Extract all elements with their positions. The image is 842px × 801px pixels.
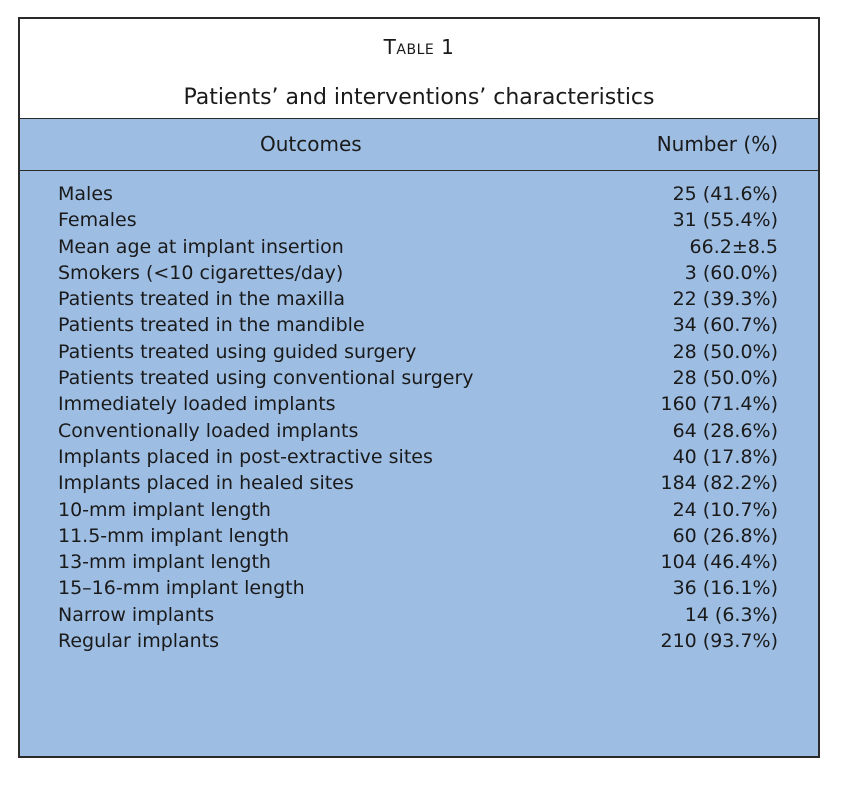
row-outcome-label: Patients treated in the maxilla bbox=[58, 288, 345, 311]
table-row: Narrow implants 14 (6.3%) bbox=[20, 604, 818, 630]
row-number-value: 104 (46.4%) bbox=[660, 551, 779, 574]
row-outcome-label: Implants placed in healed sites bbox=[58, 472, 354, 495]
table-row: Implants placed in healed sites 184 (82.2… bbox=[20, 472, 818, 498]
row-number-value: 28 (50.0%) bbox=[672, 367, 778, 390]
column-header-outcomes: Outcomes bbox=[260, 132, 362, 156]
table-caption: Table 1 Patients’ and interventions’ cha… bbox=[20, 19, 818, 119]
row-number-value: 3 (60.0%) bbox=[684, 261, 778, 284]
table-row: Patients treated in the maxilla 22 (39.3%… bbox=[20, 288, 818, 314]
row-outcome-label: 13-mm implant length bbox=[58, 551, 271, 574]
row-outcome-label: Mean age at implant insertion bbox=[58, 235, 344, 258]
table-row: Regular implants 210 (93.7%) bbox=[20, 630, 818, 656]
column-header-number: Number (%) bbox=[656, 132, 778, 156]
row-number-value: 184 (82.2%) bbox=[660, 472, 779, 495]
row-outcome-label: Patients treated using conventional surg… bbox=[58, 367, 474, 390]
table-row: Females 31 (55.4%) bbox=[20, 209, 818, 235]
table-body: Outcomes Number (%) Males 25 (41.6%) Femal… bbox=[20, 119, 818, 756]
row-outcome-label: 15–16-mm implant length bbox=[58, 577, 305, 600]
row-number-value: 210 (93.7%) bbox=[660, 630, 779, 653]
row-number-value: 14 (6.3%) bbox=[684, 603, 778, 626]
table-row: Patients treated in the mandible 34 (60.7… bbox=[20, 314, 818, 340]
row-number-value: 66.2±8.5 bbox=[689, 235, 778, 258]
row-number-value: 25 (41.6%) bbox=[672, 183, 778, 205]
table-row: Mean age at implant insertion 66.2±8.5 bbox=[20, 236, 818, 262]
table-title: Patients’ and interventions’ characteris… bbox=[183, 85, 655, 110]
table-header-row: Outcomes Number (%) bbox=[20, 119, 818, 171]
table-row: 15–16-mm implant length 36 (16.1%) bbox=[20, 577, 818, 603]
table-row: Conventionally loaded implants 64 (28.6%) bbox=[20, 420, 818, 446]
row-outcome-label: 10-mm implant length bbox=[58, 498, 271, 521]
row-outcome-label: Conventionally loaded implants bbox=[58, 419, 359, 442]
row-number-value: 24 (10.7%) bbox=[672, 498, 778, 521]
row-outcome-label: Patients treated in the mandible bbox=[58, 314, 365, 337]
row-outcome-label: Females bbox=[58, 209, 137, 232]
table-label: Table 1 bbox=[383, 35, 455, 59]
row-number-value: 31 (55.4%) bbox=[672, 209, 778, 232]
row-outcome-label: Regular implants bbox=[58, 630, 220, 653]
row-number-value: 40 (17.8%) bbox=[672, 445, 778, 468]
table-row: 13-mm implant length 104 (46.4%) bbox=[20, 551, 818, 577]
row-outcome-label: 11.5-mm implant length bbox=[58, 524, 290, 547]
table-row: Smokers (<10 cigarettes/day) 3 (60.0%) bbox=[20, 262, 818, 288]
row-number-value: 36 (16.1%) bbox=[672, 577, 778, 600]
table-row: 10-mm implant length 24 (10.7%) bbox=[20, 499, 818, 525]
row-outcome-label: Implants placed in post-extractive sites bbox=[58, 445, 433, 468]
table-row: Males 25 (41.6%) bbox=[20, 183, 818, 209]
row-number-value: 60 (26.8%) bbox=[672, 524, 778, 547]
row-outcome-label: Smokers (<10 cigarettes/day) bbox=[58, 261, 344, 284]
row-number-value: 34 (60.7%) bbox=[672, 314, 778, 337]
table-row: Patients treated using guided surgery 28 … bbox=[20, 341, 818, 367]
table-row: 11.5-mm implant length 60 (26.8%) bbox=[20, 525, 818, 551]
row-number-value: 28 (50.0%) bbox=[672, 340, 778, 363]
row-outcome-label: Patients treated using guided surgery bbox=[58, 340, 417, 363]
table-row: Immediately loaded implants 160 (71.4%) bbox=[20, 393, 818, 419]
characteristics-table: Table 1 Patients’ and interventions’ cha… bbox=[18, 17, 820, 758]
row-outcome-label: Immediately loaded implants bbox=[58, 393, 336, 416]
table-row: Patients treated using conventional surg… bbox=[20, 367, 818, 393]
row-outcome-label: Narrow implants bbox=[58, 603, 215, 626]
row-outcome-label: Males bbox=[58, 183, 113, 205]
table-row: Implants placed in post-extractive sites… bbox=[20, 446, 818, 472]
row-number-value: 160 (71.4%) bbox=[660, 393, 779, 416]
row-number-value: 64 (28.6%) bbox=[672, 419, 778, 442]
table-rows: Males 25 (41.6%) Females 31 (55.4%) Mean age… bbox=[20, 171, 818, 656]
row-number-value: 22 (39.3%) bbox=[672, 288, 778, 311]
